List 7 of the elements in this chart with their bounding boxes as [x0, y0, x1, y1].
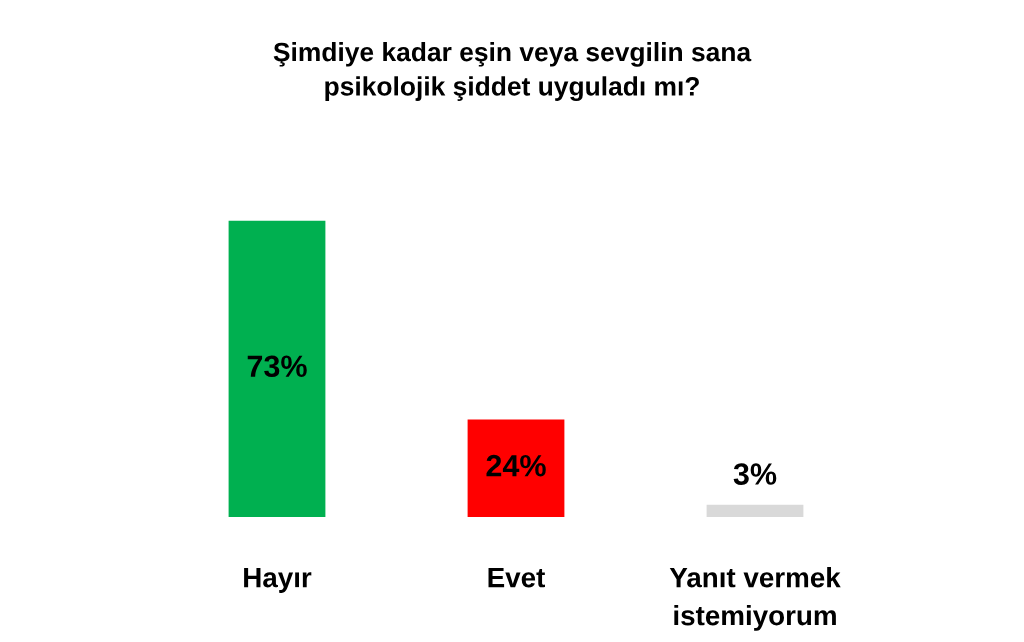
x-tick-label: Evet: [488, 568, 545, 588]
data-label: 73%: [247, 355, 307, 378]
x-tick-label: Yanıt vermek istemiyorum: [669, 567, 841, 631]
data-label: 3%: [733, 463, 777, 485]
data-label: 24%: [486, 454, 546, 477]
x-tick-label: Hayır: [244, 568, 312, 593]
chart-title: Şimdiye kadar eşin veya sevgilin sana psikolojik şiddet uyguladı mı?: [273, 42, 752, 101]
